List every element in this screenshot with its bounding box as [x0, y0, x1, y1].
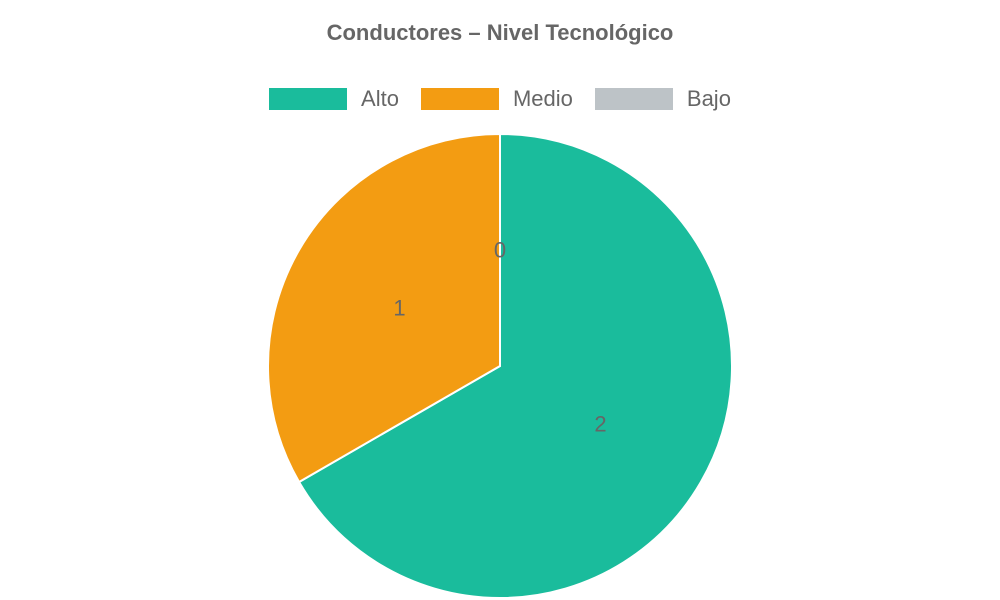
data-label-bajo: 0	[494, 238, 506, 263]
pie-labels: 2 1 0	[393, 238, 606, 437]
pie-slices	[267, 132, 733, 599]
legend-item-medio[interactable]: Medio	[420, 86, 573, 112]
data-label-medio: 1	[393, 296, 405, 321]
legend-swatch-alto	[269, 88, 348, 110]
legend: Alto Medio Bajo	[0, 86, 1000, 112]
legend-label-medio: Medio	[512, 86, 573, 111]
pie-slice-medio[interactable]	[267, 132, 501, 484]
pie-slice-alto[interactable]	[297, 132, 733, 599]
legend-swatch-bajo	[594, 88, 673, 110]
legend-label-alto: Alto	[361, 86, 399, 111]
legend-label-bajo: Bajo	[686, 86, 731, 111]
legend-item-alto[interactable]: Alto	[269, 86, 399, 112]
chart-title: Conductores – Nivel Tecnológico	[326, 20, 674, 45]
data-label-alto: 2	[594, 412, 606, 437]
legend-item-bajo[interactable]: Bajo	[594, 86, 731, 112]
legend-swatch-medio	[420, 88, 499, 110]
